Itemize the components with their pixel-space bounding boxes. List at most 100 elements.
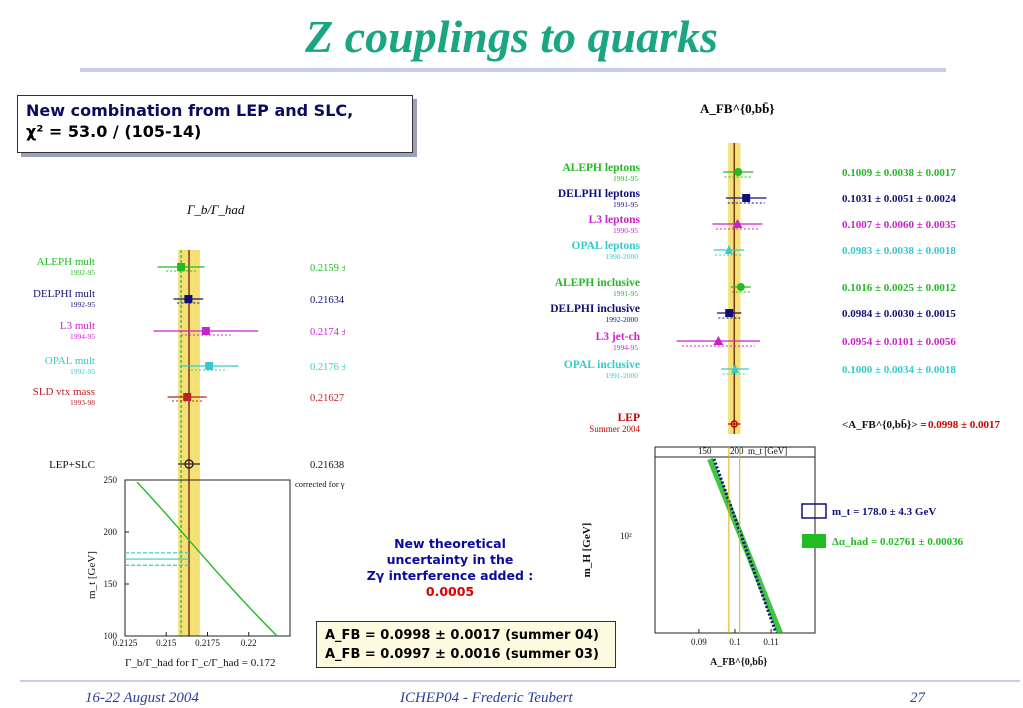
combined-point — [184, 459, 194, 469]
chart-title: A_FB^{0,bb̄} — [700, 101, 775, 116]
experiment-period: 1993-98 — [70, 398, 95, 407]
measurement-value: 0.2176 ± 0.0011 ± 0.0014 — [310, 362, 345, 373]
data-point — [742, 194, 751, 202]
data-point — [201, 327, 210, 335]
measurement-value: 0.0983 ± 0.0038 ± 0.0018 — [842, 245, 956, 257]
measurement-value: 0.0984 ± 0.0030 ± 0.0015 — [842, 308, 956, 320]
experiment-label: DELPHI inclusive — [550, 303, 640, 315]
combined-value: 0.0998 ± 0.0017 — [928, 419, 1001, 431]
data-point — [736, 283, 745, 291]
data-point — [725, 309, 734, 317]
mt-band — [712, 458, 778, 634]
legend-swatch-alpha — [802, 534, 826, 548]
experiment-label: OPAL inclusive — [564, 359, 640, 371]
experiment-label: ALEPH leptons — [562, 162, 640, 174]
experiment-period: 1991-95 — [613, 200, 638, 209]
top-axis-label: m_t [GeV] — [748, 446, 787, 456]
experiment-label: ALEPH inclusive — [555, 277, 640, 289]
combined-value: 0.21638 ± 0.00066 — [310, 460, 345, 471]
combination-note-box: New combination from LEP and SLC, χ² = 5… — [17, 95, 413, 153]
inset-y-tick-label: 100 — [104, 631, 118, 641]
combined-label: LEP — [618, 412, 640, 424]
footer-author: ICHEP04 - Frederic Teubert — [400, 690, 573, 706]
legend-swatch-mt — [801, 503, 827, 519]
inset-x-label: A_FB^{0,bb̄} — [710, 656, 767, 668]
measurement-value: 0.1000 ± 0.0034 ± 0.0018 — [842, 364, 956, 376]
experiment-period: 1994-95 — [70, 332, 95, 341]
experiment-label: L3 mult — [60, 320, 95, 332]
experiment-label: L3 leptons — [589, 214, 641, 226]
chart-title: Γ_b/Γ_had — [186, 202, 245, 217]
experiment-period: 1992-2000 — [606, 315, 639, 324]
measurement-value: 0.1031 ± 0.0051 ± 0.0024 — [842, 193, 956, 205]
experiment-period: 1990-95 — [613, 226, 638, 235]
inset-y-label: m_t [GeV] — [86, 551, 98, 599]
inset-y-tick-label: 150 — [104, 579, 118, 589]
inset-x-label: Γ_b/Γ_had for Γ_c/Γ_had = 0.172 — [125, 657, 275, 669]
measurement-value: 0.1007 ± 0.0060 ± 0.0035 — [842, 219, 956, 231]
sm-prediction-curve — [136, 481, 278, 637]
inset-y-label: m_H [GeV] — [581, 523, 593, 578]
footer-date: 16-22 August 2004 — [85, 690, 199, 706]
theory-note: New theoretical uncertainty in the Zγ in… — [340, 536, 560, 600]
combined-period: Summer 2004 — [589, 424, 640, 434]
measurement-value: 0.21634 ± 0.00067 ± 0.00060 — [310, 295, 345, 306]
experiment-period: 1992-95 — [70, 268, 95, 277]
combination-note-line1: New combination from LEP and SLC, — [26, 101, 354, 120]
experiment-label: ALEPH mult — [37, 256, 95, 268]
afb-summary-box: A_FB = 0.0998 ± 0.0017 (summer 04) A_FB … — [316, 621, 616, 668]
x-tick-label: 0.2175 — [195, 638, 220, 648]
measurement-value: 0.1009 ± 0.0038 ± 0.0017 — [842, 167, 956, 179]
data-point — [184, 295, 193, 303]
combination-note-line2: χ² = 53.0 / (105-14) — [26, 122, 202, 141]
experiment-label: L3 jet-ch — [596, 331, 641, 343]
data-point — [713, 336, 724, 345]
combined-label: LEP+SLC — [49, 459, 95, 471]
combined-label-prefix: <A_FB^{0,bb̄}> = — [842, 419, 927, 431]
measurement-value: 0.1016 ± 0.0025 ± 0.0012 — [842, 282, 956, 294]
experiment-period: 1992-95 — [70, 367, 95, 376]
legend-label-alpha: Δα_had = 0.02761 ± 0.00036 — [832, 536, 964, 548]
experiment-label: SLD vtx mass — [33, 386, 95, 398]
x-tick-label: 0.1 — [729, 637, 740, 647]
data-point — [731, 364, 739, 373]
measurement-value: 0.21627 ± 0.00092 ± 0.00075 — [310, 393, 345, 404]
measurement-value: 0.0954 ± 0.0101 ± 0.0056 — [842, 336, 956, 348]
experiment-label: DELPHI mult — [33, 288, 95, 300]
experiment-period: 1990-2000 — [606, 252, 639, 261]
experiment-label: OPAL mult — [45, 355, 95, 367]
footer-rule — [20, 680, 1020, 682]
afb-summary-line2: A_FB = 0.0997 ± 0.0016 (summer 03) — [325, 647, 599, 662]
data-point — [732, 219, 743, 228]
experiment-period: 1994-95 — [613, 343, 638, 352]
theory-note-line2: uncertainty in the — [386, 552, 514, 567]
experiment-period: 1991-95 — [613, 174, 638, 183]
combined-point — [730, 420, 738, 428]
x-tick-label: 0.2125 — [113, 638, 138, 648]
data-point — [205, 362, 214, 370]
legend-label-mt: m_t = 178.0 ± 4.3 GeV — [832, 506, 936, 518]
theory-note-line1: New theoretical — [394, 536, 506, 551]
inset-y-tick-label: 250 — [104, 475, 118, 485]
combined-note: corrected for γ exchange — [295, 479, 345, 489]
data-point — [734, 168, 743, 176]
afb-summary-line1: A_FB = 0.0998 ± 0.0017 (summer 04) — [325, 628, 599, 643]
data-point — [724, 245, 733, 254]
x-tick-label: 0.22 — [241, 638, 257, 648]
footer-page-number: 27 — [910, 690, 925, 706]
theory-note-value: 0.0005 — [425, 584, 475, 599]
top-axis-tick-label: 150 — [698, 446, 712, 456]
slide-title: Z couplings to quarks — [305, 11, 718, 62]
experiment-period: 1991-2000 — [606, 371, 639, 380]
measurement-value: 0.2159 ± 0.0009 ± 0.0011 — [310, 263, 345, 274]
data-point — [177, 263, 186, 271]
data-point — [183, 393, 192, 401]
inset-y-tick-label: 200 — [104, 527, 118, 537]
measurement-value: 0.2174 ± 0.0015 ± 0.0028 — [310, 327, 345, 338]
experiment-period: 1991-95 — [613, 289, 638, 298]
x-tick-label: 0.11 — [763, 637, 778, 647]
top-axis-tick-label: 200 — [730, 446, 744, 456]
experiment-label: DELPHI leptons — [558, 188, 641, 200]
inset-y-tick-label: 10² — [620, 531, 632, 541]
